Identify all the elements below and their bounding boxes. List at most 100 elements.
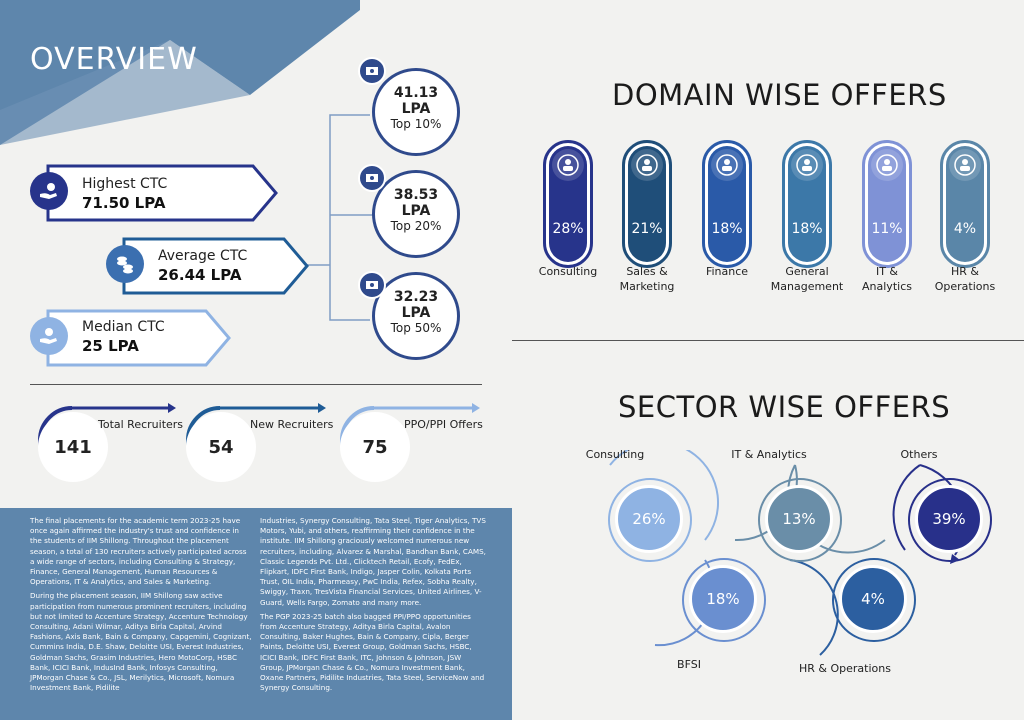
description-paragraph: The PGP 2023-25 batch also bagged PPI/PP… bbox=[260, 611, 485, 693]
sector-circle: 26% bbox=[615, 485, 683, 553]
money-icon bbox=[358, 164, 386, 192]
sector-circle: 13% bbox=[765, 485, 833, 553]
average-ctc-label: Average CTC bbox=[158, 248, 248, 264]
network-icon bbox=[791, 149, 823, 181]
domain-label-line2: Operations bbox=[934, 280, 996, 293]
domain-label: Consulting bbox=[523, 264, 613, 279]
top-20-value: 38.53 bbox=[393, 187, 439, 203]
sector-ring bbox=[758, 478, 842, 562]
sector-label: IT & Analytics bbox=[731, 448, 807, 461]
domain-pill: 18% bbox=[782, 140, 832, 268]
money-icon bbox=[358, 57, 386, 85]
domain-title: DOMAIN WISE OFFERS bbox=[612, 78, 947, 112]
domain-percent: 4% bbox=[953, 221, 977, 237]
top-50-label: Top 50% bbox=[390, 321, 442, 335]
median-ctc-card-bg bbox=[46, 309, 231, 367]
domain-pill-fill bbox=[788, 146, 826, 262]
domain-label: IT & Analytics bbox=[842, 264, 932, 294]
sector-label: BFSI bbox=[677, 658, 701, 671]
median-ctc-value: 25 LPA bbox=[82, 337, 139, 355]
domain-percent: 18% bbox=[791, 221, 823, 237]
domain-label: General Management bbox=[762, 264, 852, 294]
ppo-offers-value: 75 bbox=[340, 412, 410, 482]
domain-label-line1: Sales & bbox=[626, 265, 668, 278]
description-paragraph: Industries, Synergy Consulting, Tata Ste… bbox=[260, 516, 486, 607]
top-50-value: 32.23 bbox=[393, 289, 439, 305]
people-icon bbox=[552, 149, 584, 181]
top-50-circle: 32.23 LPA Top 50% bbox=[372, 272, 460, 360]
new-recruiters-label: New Recruiters bbox=[250, 418, 334, 431]
domain-pill-fill bbox=[628, 146, 666, 262]
monitor-chart-icon bbox=[871, 149, 903, 181]
domain-label: HR & Operations bbox=[920, 264, 1010, 294]
top-10-value: 41.13 bbox=[393, 85, 439, 101]
total-recruiters-label: Total Recruiters bbox=[98, 418, 184, 431]
highest-ctc-card-bg bbox=[46, 164, 278, 222]
description-panel: The final placements for the academic te… bbox=[0, 508, 512, 720]
domain-pill: 4% bbox=[940, 140, 990, 268]
average-ctc-value: 26.44 LPA bbox=[158, 266, 242, 284]
sector-ring bbox=[908, 478, 992, 562]
top-50-unit: LPA bbox=[401, 305, 431, 321]
presentation-icon bbox=[631, 149, 663, 181]
sector-label: Consulting bbox=[585, 448, 645, 461]
globe-gear-icon bbox=[949, 149, 981, 181]
domain-label-line1: Finance bbox=[705, 265, 749, 278]
domain-label-line2: Management bbox=[770, 280, 844, 293]
sector-label: HR & Operations bbox=[799, 662, 891, 675]
top-10-unit: LPA bbox=[401, 101, 431, 117]
domain-percent: 28% bbox=[552, 221, 584, 237]
domain-label-line1: General bbox=[785, 265, 829, 278]
domain-pill-fill bbox=[549, 146, 587, 262]
overview-title: OVERVIEW bbox=[30, 42, 198, 77]
sector-circle: 39% bbox=[915, 485, 983, 553]
hand-coins-icon bbox=[30, 172, 68, 210]
domain-pill: 18% bbox=[702, 140, 752, 268]
domain-percent: 11% bbox=[871, 221, 903, 237]
sector-ring bbox=[832, 558, 916, 642]
sector-circle: 4% bbox=[839, 565, 907, 633]
top-20-circle: 38.53 LPA Top 20% bbox=[372, 170, 460, 258]
top-20-label: Top 20% bbox=[390, 219, 442, 233]
sector-ring bbox=[682, 558, 766, 642]
coin-hand-icon bbox=[30, 317, 68, 355]
money-icon bbox=[358, 271, 386, 299]
domain-label-line2: Marketing bbox=[619, 280, 675, 293]
domain-percent: 21% bbox=[631, 221, 663, 237]
description-paragraph: The final placements for the academic te… bbox=[30, 516, 247, 587]
domain-label-line1: IT & bbox=[875, 265, 899, 278]
domain-pill-fill bbox=[868, 146, 906, 262]
domain-label-line2: Analytics bbox=[862, 280, 912, 293]
domain-pill: 21% bbox=[622, 140, 672, 268]
coins-stack-icon bbox=[106, 245, 144, 283]
overview-divider bbox=[30, 384, 482, 385]
domain-label: Finance bbox=[682, 264, 772, 279]
domain-pill: 28% bbox=[543, 140, 593, 268]
sector-title: SECTOR WISE OFFERS bbox=[618, 390, 951, 424]
overview-banner bbox=[0, 0, 360, 145]
highest-ctc-value: 71.50 LPA bbox=[82, 194, 166, 212]
domain-percent: 18% bbox=[711, 221, 743, 237]
total-recruiters-value: 141 bbox=[38, 412, 108, 482]
top-10-circle: 41.13 LPA Top 10% bbox=[372, 68, 460, 156]
domain-pill-fill bbox=[946, 146, 984, 262]
highest-ctc-label: Highest CTC bbox=[82, 176, 168, 192]
domain-label: Sales & Marketing bbox=[602, 264, 692, 294]
section-divider bbox=[512, 340, 1024, 341]
median-ctc-label: Median CTC bbox=[82, 319, 165, 335]
sector-label: Others bbox=[900, 448, 938, 461]
ppo-offers-label: PPO/PPI Offers bbox=[404, 418, 483, 431]
domain-pill-fill bbox=[708, 146, 746, 262]
sector-connector bbox=[609, 450, 966, 656]
new-recruiters-value: 54 bbox=[186, 412, 256, 482]
top-10-label: Top 10% bbox=[390, 117, 442, 131]
domain-label-line1: Consulting bbox=[538, 265, 598, 278]
top-20-unit: LPA bbox=[401, 203, 431, 219]
coins-icon bbox=[711, 149, 743, 181]
domain-pill: 11% bbox=[862, 140, 912, 268]
average-ctc-card-bg bbox=[122, 237, 309, 295]
sector-circle: 18% bbox=[689, 565, 757, 633]
description-paragraph: During the placement season, IIM Shillon… bbox=[30, 591, 252, 693]
domain-label-line1: HR & bbox=[951, 265, 979, 278]
sector-ring bbox=[608, 478, 692, 562]
